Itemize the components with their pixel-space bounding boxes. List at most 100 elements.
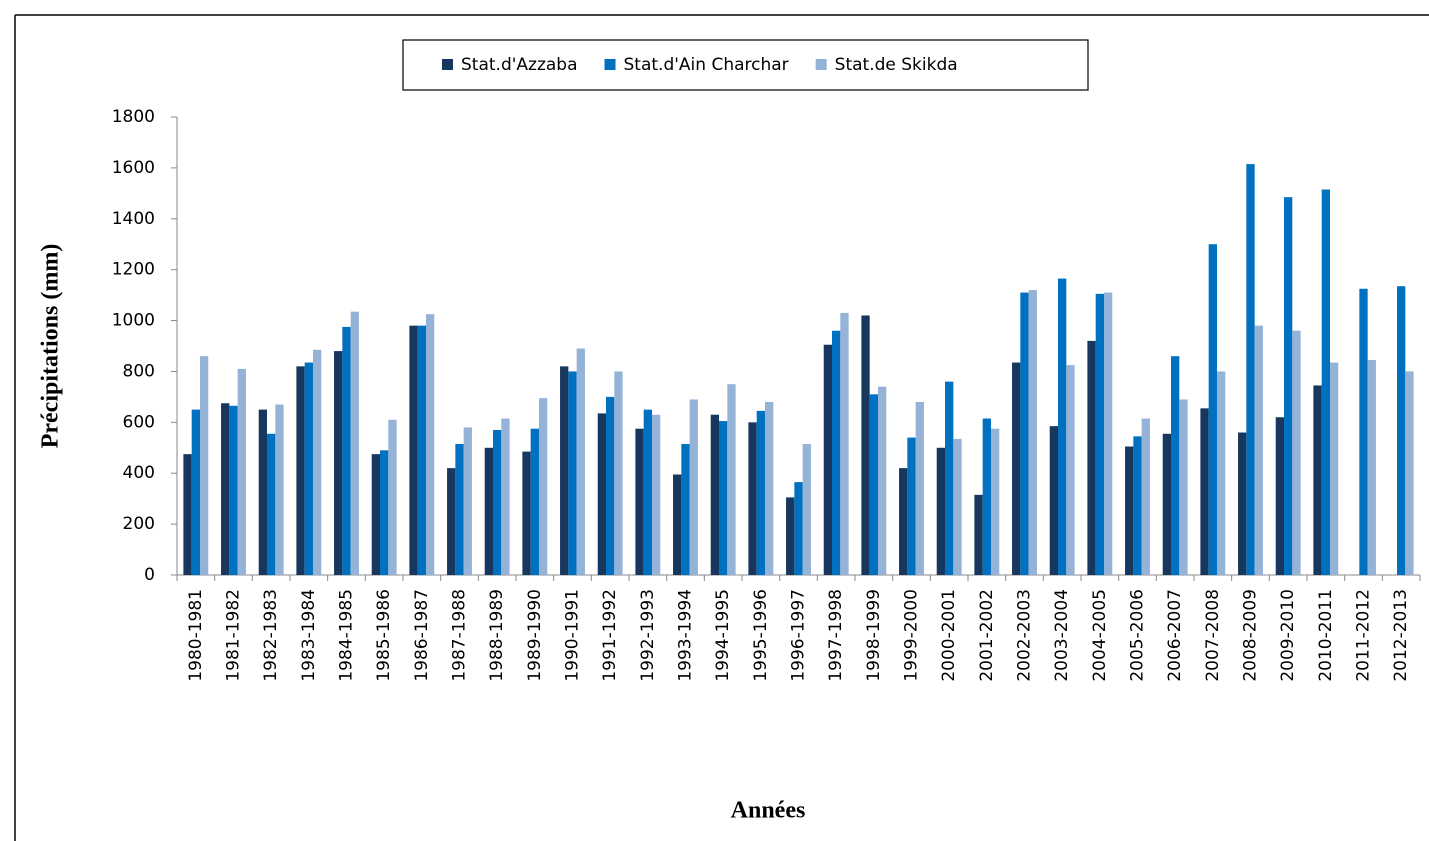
bar	[1238, 432, 1247, 575]
bar	[727, 384, 736, 575]
bar	[982, 418, 991, 575]
bar	[1329, 362, 1339, 575]
bar	[530, 428, 539, 575]
bar	[936, 447, 946, 575]
x-tick-label: 2009-2010	[1278, 589, 1298, 682]
bar	[1179, 399, 1188, 575]
bar	[447, 468, 456, 575]
bar	[597, 413, 607, 575]
bar	[1103, 292, 1113, 575]
bar	[1066, 365, 1075, 575]
x-tick-label: 1994-1995	[713, 589, 733, 682]
y-tick-label: 400	[123, 463, 155, 483]
bar	[899, 468, 908, 575]
bar	[710, 414, 720, 575]
x-tick-label: 1984-1985	[337, 589, 357, 682]
bar	[1020, 292, 1029, 575]
legend-label: Stat.de Skikda	[835, 55, 958, 75]
x-tick-label: 1990-1991	[563, 589, 583, 682]
bar	[1275, 417, 1285, 575]
x-tick-label: 1996-1997	[789, 589, 809, 682]
bar	[1200, 408, 1209, 575]
y-tick-label: 1400	[112, 209, 155, 229]
bar	[538, 398, 548, 575]
bar	[945, 381, 954, 575]
bar	[1397, 286, 1406, 575]
x-tick-label: 2010-2011	[1316, 589, 1336, 682]
bar	[689, 399, 698, 575]
bar	[275, 404, 284, 575]
y-tick-label: 800	[123, 361, 155, 381]
x-tick-label: 2004-2005	[1090, 589, 1110, 682]
bar	[1171, 356, 1180, 575]
y-tick-label: 1600	[112, 158, 155, 178]
legend-swatch	[604, 59, 616, 70]
y-tick-label: 1000	[112, 311, 155, 331]
x-tick-label: 1982-1983	[261, 589, 281, 682]
bar	[1058, 278, 1067, 575]
bar	[651, 414, 661, 575]
bar	[522, 451, 531, 575]
bar	[974, 494, 983, 575]
bar	[748, 422, 757, 575]
bar	[1292, 330, 1301, 575]
bar	[388, 419, 397, 575]
bar	[484, 447, 494, 575]
bar	[334, 351, 343, 575]
bar	[861, 315, 870, 575]
x-tick-label: 2002-2003	[1015, 589, 1035, 682]
bar	[1216, 371, 1226, 575]
bar	[1246, 164, 1255, 576]
x-tick-label: 2005-2006	[1128, 589, 1148, 682]
bar	[576, 348, 585, 575]
x-tick-label: 2011-2012	[1354, 589, 1374, 682]
legend-label: Stat.d'Azzaba	[461, 55, 578, 75]
y-tick-label: 600	[123, 412, 155, 432]
bar	[380, 450, 389, 575]
bar	[915, 401, 924, 575]
bar	[409, 325, 418, 575]
bar	[183, 454, 192, 575]
bar	[267, 433, 276, 575]
y-axis-label: Précipitations (mm)	[38, 244, 64, 449]
y-tick-label: 1800	[112, 107, 155, 127]
y-tick-label: 200	[123, 514, 155, 534]
bar	[673, 474, 682, 575]
x-tick-label: 1983-1984	[299, 589, 319, 682]
bar	[953, 438, 962, 575]
x-tick-label: 1981-1982	[224, 589, 244, 682]
y-tick-label: 1200	[112, 260, 155, 280]
x-tick-label: 2000-2001	[939, 589, 959, 682]
bar	[371, 454, 381, 575]
y-tick-label: 0	[144, 565, 155, 585]
x-tick-label: 1987-1988	[450, 589, 470, 682]
bar	[229, 405, 238, 575]
bar	[786, 497, 795, 575]
bar	[1254, 325, 1263, 575]
bar	[1321, 189, 1330, 575]
bar	[1095, 293, 1104, 575]
bar	[1049, 426, 1059, 575]
bar	[199, 356, 209, 575]
legend-label: Stat.d'Ain Charchar	[624, 55, 789, 75]
bar	[1208, 244, 1217, 575]
bar	[1313, 385, 1322, 575]
bar	[493, 429, 502, 575]
bar	[869, 394, 878, 575]
bar	[191, 409, 200, 575]
x-tick-label: 1985-1986	[374, 589, 394, 682]
x-tick-label: 1993-1994	[676, 589, 696, 682]
x-tick-label: 1999-2000	[902, 589, 922, 682]
bar	[877, 386, 887, 575]
bar	[560, 366, 569, 575]
bar	[221, 403, 230, 575]
bar	[823, 344, 833, 575]
bar	[1405, 371, 1414, 575]
bar	[296, 366, 305, 575]
bar	[606, 396, 615, 575]
bar	[1012, 362, 1021, 575]
legend-swatch	[442, 59, 453, 70]
bar	[1162, 433, 1172, 575]
bar	[1028, 290, 1037, 575]
